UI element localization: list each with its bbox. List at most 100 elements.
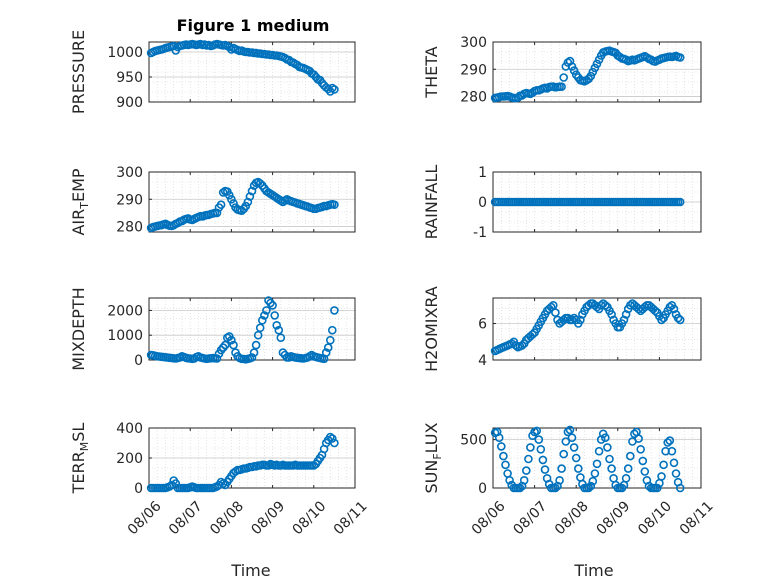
y-tick-label: 400 [116,421,143,437]
y-tick-label: 280 [116,220,143,236]
data-point [280,53,290,63]
data-point [607,310,616,319]
y-axis-label-rest: SL [69,423,88,442]
y-tick-label: 950 [116,70,143,86]
data-point [675,197,685,207]
data-point [546,302,556,312]
data-point [227,335,236,345]
data-point [594,446,604,456]
data-points [146,432,339,493]
data-point [665,436,675,445]
y-axis-label-main: AIR [69,209,88,236]
data-point [592,302,602,312]
data-point [323,343,333,352]
y-tick-label: 0 [478,481,487,497]
data-point [576,315,585,325]
data-point [330,438,339,448]
data-point [669,458,679,468]
y-axis-label-subscript: T [78,202,91,210]
data-point [515,483,525,493]
data-point [276,333,286,343]
data-point [220,340,230,350]
data-point [659,460,668,470]
data-point [625,451,635,461]
data-point [272,320,282,330]
data-point [169,41,178,51]
data-point [669,304,679,314]
data-point [673,313,683,323]
data-point [247,353,257,362]
data-point [330,85,339,94]
data-point [212,354,222,363]
data-point [257,315,267,325]
data-point [638,456,648,466]
data-point [327,325,337,335]
data-point [243,197,253,207]
data-point [594,55,604,65]
data-point [216,200,226,209]
y-tick-label: 290 [116,192,143,208]
axes-box [148,171,356,233]
subplot-theta: 280 290 300 THETA [422,35,702,106]
data-point [623,464,633,473]
y-axis-label: H2OMIXRA [422,286,441,372]
data-point [621,473,631,483]
y-axis-label-main: RAINFALL [422,165,441,240]
data-point [266,298,275,308]
axes-box [492,41,702,103]
data-point [675,53,685,62]
y-axis-label-subscript: M [78,442,91,452]
data-point [607,464,616,473]
data-point [526,443,535,452]
data-point [590,469,600,478]
data-point [665,302,675,312]
data-point [559,449,569,459]
y-tick-label: 1000 [107,45,143,61]
data-point [507,339,517,348]
data-point [513,93,523,102]
data-point [551,308,560,317]
y-axis-label: PRESSURE [69,30,88,114]
data-point [634,434,643,443]
data-point [569,443,579,452]
y-axis-label: AIRTEMP [69,168,91,235]
data-point [652,483,662,493]
data-point [227,195,236,204]
y-axis-label: TERRMSL [69,423,91,495]
y-axis-label: RAINFALL [422,165,441,240]
data-point [573,464,583,473]
data-point [255,179,265,188]
data-point [657,315,666,325]
data-point [569,66,579,75]
data-point [251,340,261,350]
data-point [274,325,284,335]
subplot-mixdepth: 0 1000 2000 MIXDEPTH [69,287,356,371]
data-point [567,315,577,325]
y-tick-label: 900 [116,95,143,111]
axes-box [148,41,356,103]
subplot-air-temp: 280 290 300 AIRTEMP [69,165,356,236]
data-point [557,82,566,91]
y-axis-label-main: MIXDEPTH [69,287,88,370]
data-point [600,300,610,310]
subplot-pressure: 900 950 1000 PRESSURE [69,30,356,114]
y-tick-label: 1 [478,165,487,181]
data-point [325,335,335,345]
data-point [321,348,331,357]
y-tick-label: 2000 [107,303,143,319]
data-points [146,177,339,233]
data-point [270,311,280,320]
data-point [675,483,685,493]
data-point [245,192,255,201]
data-point [499,451,508,461]
data-point [496,442,506,451]
data-point [586,71,596,81]
data-point [229,340,238,350]
data-point [563,313,573,323]
data-point [538,455,548,465]
y-tick-label: -1 [473,225,487,241]
data-point [563,427,573,437]
data-point [657,472,666,481]
data-point [650,306,660,316]
